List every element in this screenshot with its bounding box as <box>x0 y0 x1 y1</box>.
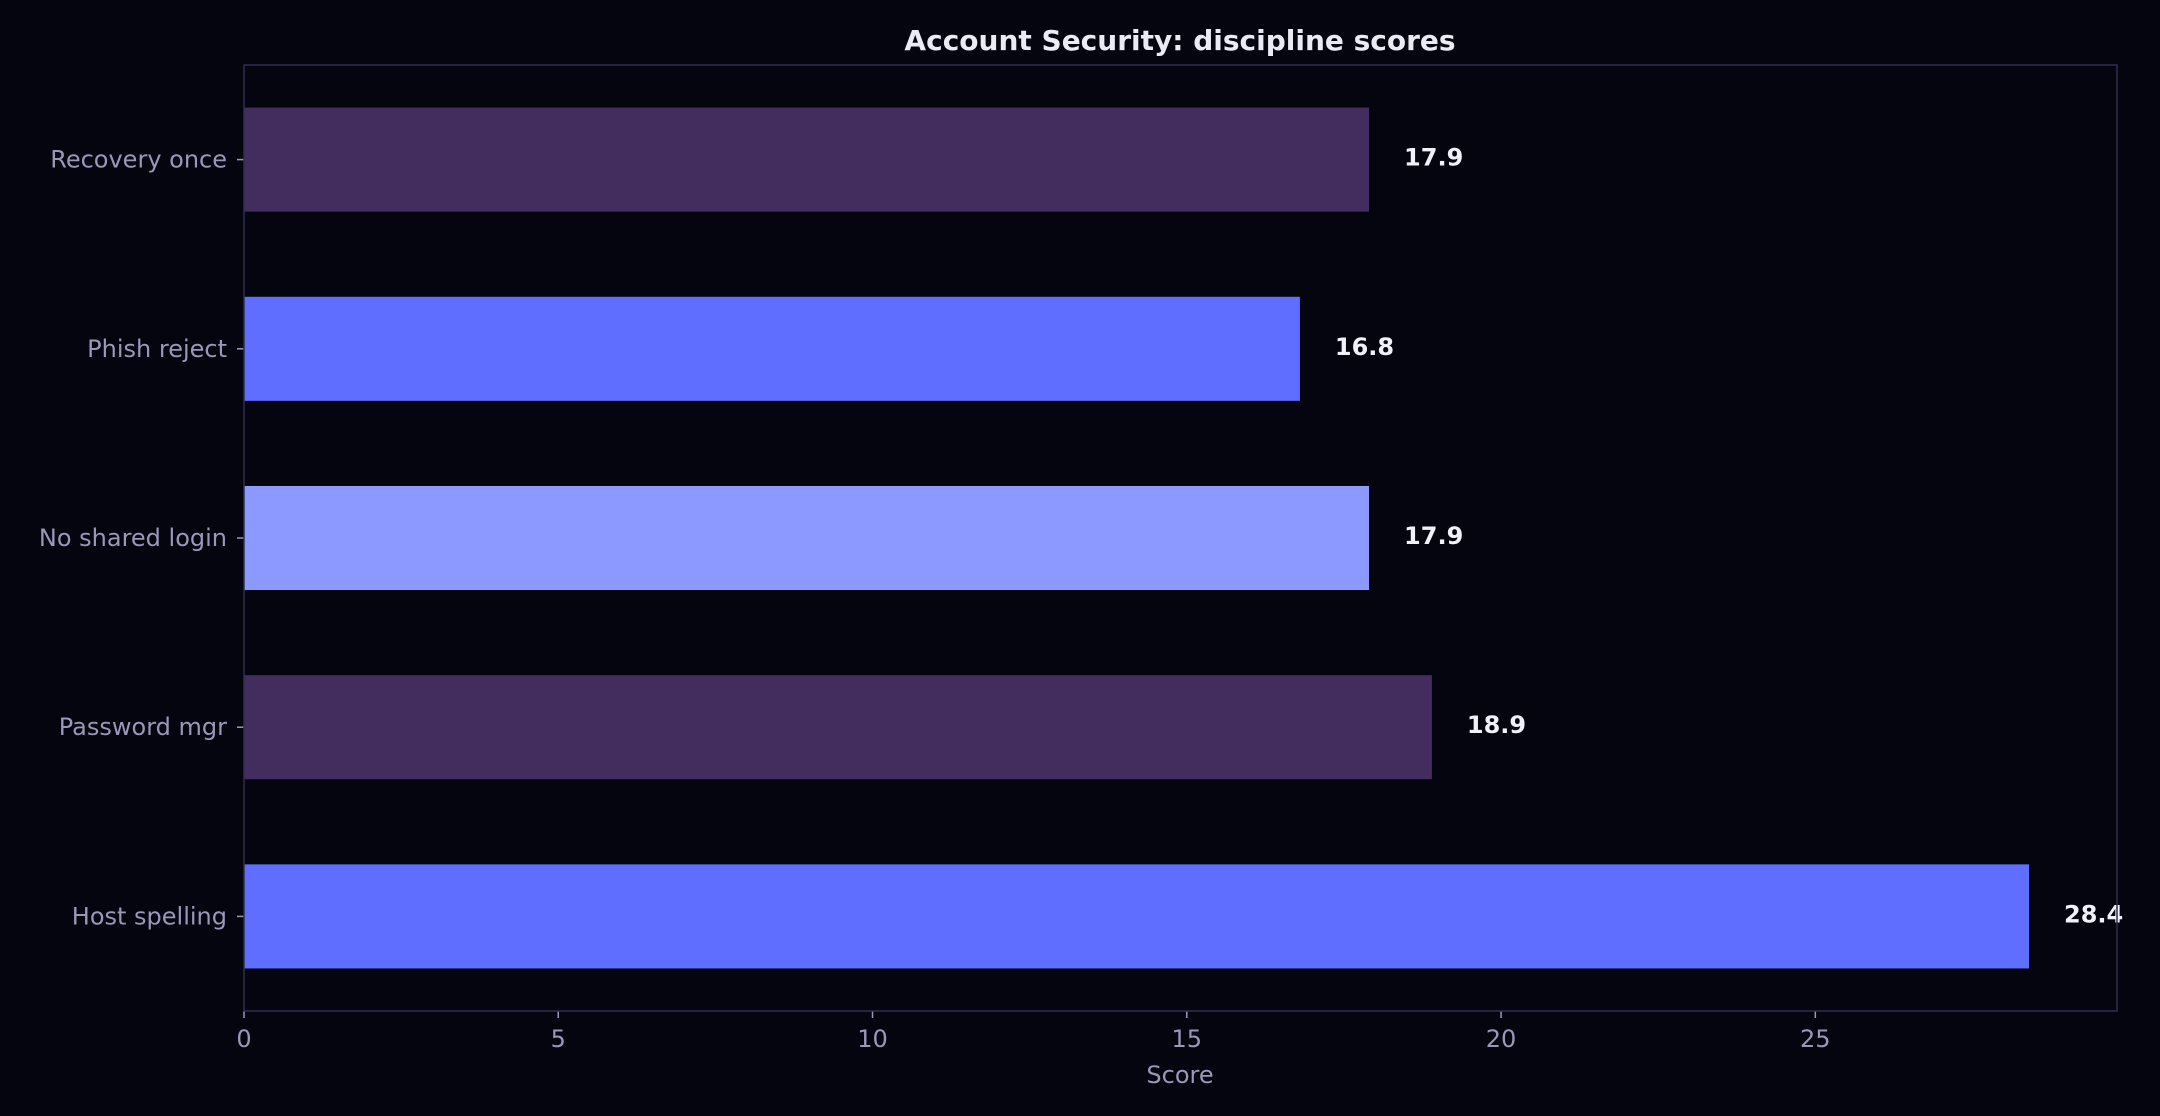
x-tick-label: 5 <box>551 1025 566 1053</box>
x-axis-label: Score <box>1146 1061 1213 1089</box>
bar <box>244 675 1432 780</box>
y-tick-label: Host spelling <box>72 902 227 930</box>
chart-title: Account Security: discipline scores <box>904 24 1455 57</box>
plot-frame <box>243 64 2118 1012</box>
x-tick-label: 0 <box>236 1025 251 1053</box>
x-tick-label: 10 <box>857 1025 888 1053</box>
bars-layer <box>244 107 2030 969</box>
value-label: 28.4 <box>2064 900 2123 928</box>
bar <box>244 107 1370 212</box>
value-labels: 17.9 16.8 17.9 18.9 28.4 <box>1335 144 2123 929</box>
y-tick-label: Recovery once <box>50 146 227 174</box>
y-tick-label: Password mgr <box>59 713 227 741</box>
bar <box>244 296 1300 401</box>
value-label: 18.9 <box>1467 711 1526 739</box>
x-tick-label: 20 <box>1486 1025 1517 1053</box>
y-tick-label: Phish reject <box>87 335 227 363</box>
y-tick-label: No shared login <box>39 524 227 552</box>
bar <box>244 485 1370 591</box>
x-axis-ticks: 0 5 10 15 20 25 <box>236 1011 1831 1053</box>
value-label: 17.9 <box>1404 144 1463 172</box>
value-label: 16.8 <box>1335 333 1394 361</box>
bar <box>244 864 2030 969</box>
value-label: 17.9 <box>1404 522 1463 550</box>
y-tick-labels: Recovery once Phish reject No shared login… <box>39 146 244 930</box>
x-tick-label: 15 <box>1172 1025 1203 1053</box>
x-tick-label: 25 <box>1800 1025 1831 1053</box>
